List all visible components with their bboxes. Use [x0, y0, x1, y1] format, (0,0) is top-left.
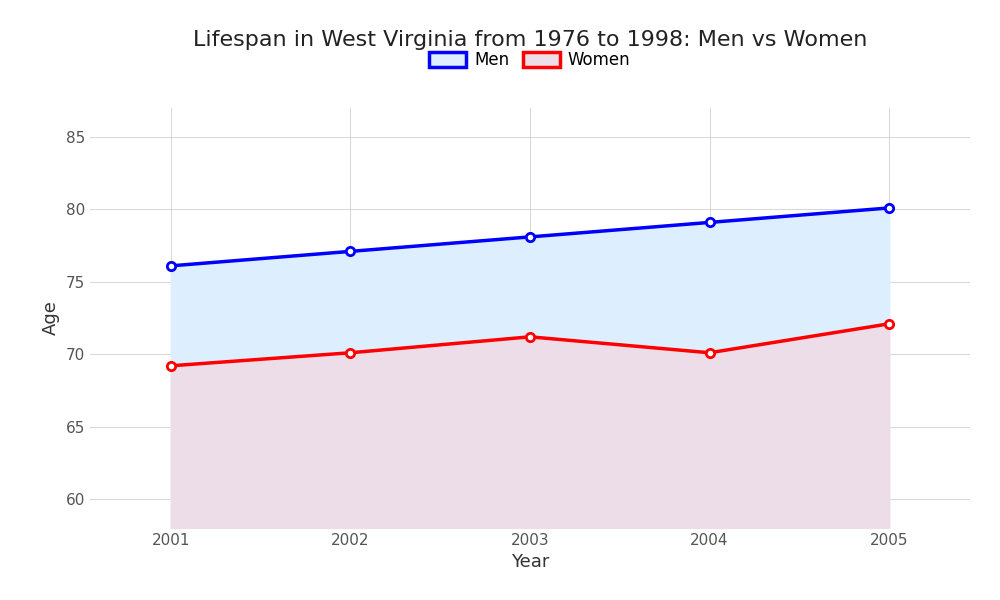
X-axis label: Year: Year	[511, 553, 549, 571]
Legend: Men, Women: Men, Women	[429, 51, 631, 69]
Y-axis label: Age: Age	[42, 301, 60, 335]
Title: Lifespan in West Virginia from 1976 to 1998: Men vs Women: Lifespan in West Virginia from 1976 to 1…	[193, 29, 867, 49]
